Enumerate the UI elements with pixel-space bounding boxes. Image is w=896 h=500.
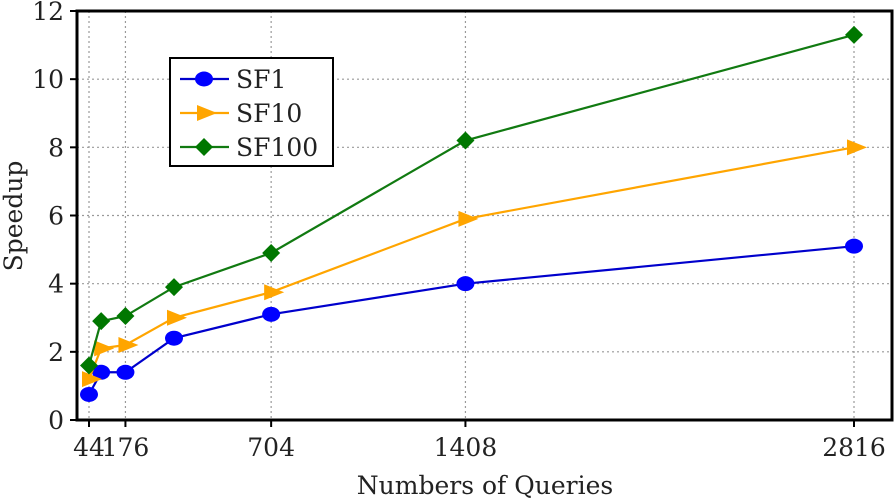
x-tick-label: 1408 [434,433,498,462]
y-axis-label: Speedup [0,161,28,272]
y-tick-label: 4 [48,270,64,299]
legend-label: SF10 [236,99,302,128]
legend-label: SF1 [236,65,286,94]
triangle-marker [118,337,139,354]
y-tick-label: 10 [32,65,64,94]
series-layer [80,25,867,402]
y-tick-label: 12 [32,0,64,26]
triangle-marker [94,340,115,357]
diamond-marker [165,278,183,297]
triangle-marker [82,371,102,388]
triangle-marker [458,210,479,227]
y-tick-label: 2 [48,338,64,367]
diamond-marker [845,25,863,44]
circle-marker [845,238,863,254]
circle-marker [195,71,213,87]
circle-marker [80,386,98,402]
series-line [87,146,855,380]
circle-marker [262,306,281,322]
diamond-marker [262,243,281,262]
series-sf100 [80,25,863,375]
series-sf10 [82,139,867,388]
legend-label: SF100 [236,133,318,162]
series-line [88,245,855,395]
triangle-marker [847,139,867,156]
x-tick-label: 704 [247,433,295,462]
diamond-marker [116,307,135,326]
x-axis-label: Numbers of Queries [357,471,613,500]
diamond-marker [80,356,98,375]
circle-marker [165,330,183,346]
diamond-marker [92,312,111,331]
circle-marker [456,276,475,292]
diamond-marker [456,131,475,150]
triangle-marker [197,105,217,121]
triangle-marker [167,309,187,326]
diamond-marker [195,138,213,156]
y-tick-label: 6 [48,202,64,231]
circle-marker [92,364,111,380]
x-tick-label: 44 [73,433,105,462]
triangle-marker [264,284,285,301]
legend: SF1 SF10 SF100 [169,57,334,167]
x-tick-label: 176 [102,433,150,462]
x-tick-label: 2816 [822,433,886,462]
y-tick-label: 0 [48,406,64,435]
circle-marker [116,364,135,380]
series-sf1 [80,238,863,402]
y-tick-label: 8 [48,133,64,162]
